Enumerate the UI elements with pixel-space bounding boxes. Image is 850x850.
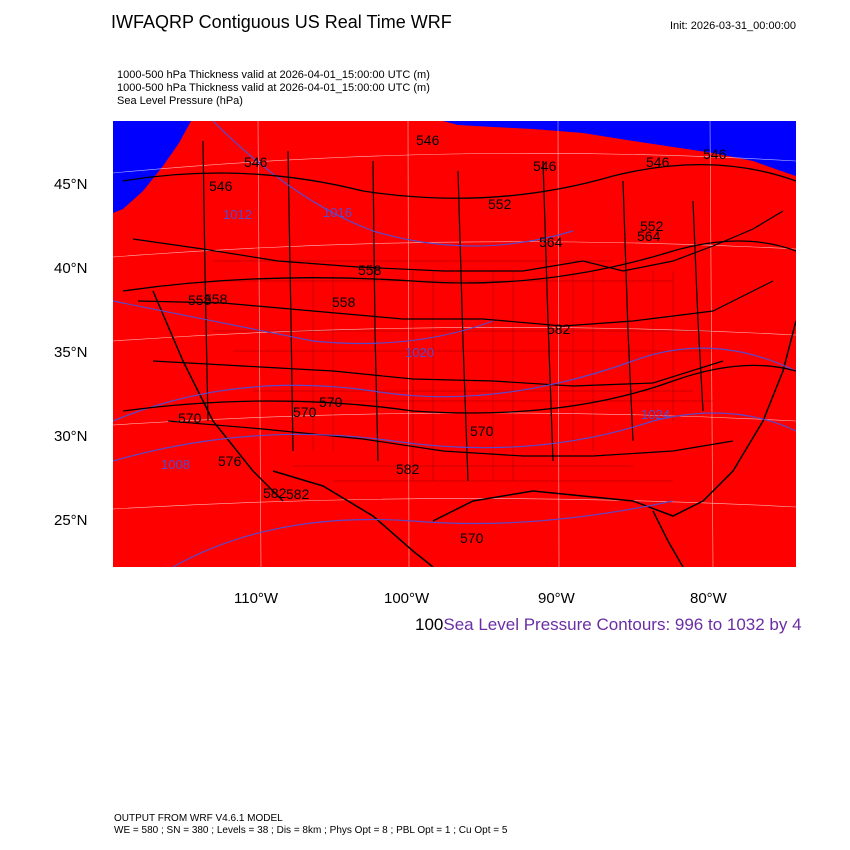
longitude-label-110w: 110°W bbox=[234, 590, 279, 607]
pressure-label-group: 1008 1012 1016 1020 1024 bbox=[161, 205, 670, 472]
thickness-label: 570 bbox=[178, 410, 202, 426]
longitude-label-90w: 90°W bbox=[538, 590, 575, 607]
thickness-label: 564 bbox=[637, 228, 661, 244]
contour-prefix: 100 bbox=[415, 615, 444, 634]
model-info-title: OUTPUT FROM WRF V4.6.1 MODEL bbox=[114, 813, 283, 824]
thickness-label: 558 bbox=[204, 291, 228, 307]
subtitle-thickness-2: 1000-500 hPa Thickness valid at 2026-04-… bbox=[117, 82, 430, 94]
thickness-label: 570 bbox=[319, 394, 343, 410]
thickness-label: 558 bbox=[188, 292, 212, 308]
init-time: Init: 2026-03-31_00:00:00 bbox=[670, 20, 796, 32]
pressure-label: 1024 bbox=[641, 407, 670, 422]
thickness-fill bbox=[113, 121, 796, 567]
low-thickness-region-northwest bbox=[113, 121, 191, 213]
thickness-label: 582 bbox=[263, 485, 287, 501]
pressure-label: 1020 bbox=[405, 345, 434, 360]
thickness-label: 546 bbox=[209, 178, 233, 194]
thickness-label: 546 bbox=[244, 154, 268, 170]
thickness-label: 576 bbox=[218, 453, 242, 469]
latitude-label-45: 45°N bbox=[54, 176, 88, 193]
thickness-label: 546 bbox=[533, 158, 557, 174]
thickness-label: 558 bbox=[332, 294, 356, 310]
pressure-label: 1012 bbox=[223, 207, 252, 222]
subtitle-pressure: Sea Level Pressure (hPa) bbox=[117, 95, 243, 107]
thickness-label: 582 bbox=[396, 461, 420, 477]
longitude-label-80w: 80°W bbox=[690, 590, 727, 607]
thickness-label: 582 bbox=[286, 486, 310, 502]
thickness-label: 558 bbox=[358, 262, 382, 278]
map-title: IWFAQRP Contiguous US Real Time WRF bbox=[111, 12, 452, 32]
thickness-label: 546 bbox=[703, 146, 727, 162]
thickness-contours bbox=[122, 164, 797, 414]
thickness-label: 546 bbox=[646, 154, 670, 170]
pressure-label: 1008 bbox=[161, 457, 190, 472]
latitude-label-40: 40°N bbox=[54, 260, 88, 277]
thickness-label: 552 bbox=[640, 218, 664, 234]
contour-description: Sea Level Pressure Contours: 996 to 1032… bbox=[443, 615, 802, 634]
thickness-label: 564 bbox=[539, 234, 563, 250]
subtitle-thickness-1: 1000-500 hPa Thickness valid at 2026-04-… bbox=[117, 69, 430, 81]
thickness-label: 546 bbox=[416, 132, 440, 148]
thickness-label: 582 bbox=[547, 321, 571, 337]
thickness-label: 570 bbox=[470, 423, 494, 439]
thickness-label: 570 bbox=[293, 404, 317, 420]
thickness-label: 570 bbox=[460, 530, 484, 546]
pressure-label: 1016 bbox=[323, 205, 352, 220]
model-info-details: WE = 580 ; SN = 380 ; Levels = 38 ; Dis … bbox=[114, 825, 508, 836]
latitude-label-30: 30°N bbox=[54, 428, 88, 445]
low-thickness-region-northeast bbox=[443, 121, 796, 176]
map-panel: 546 546 546 546 546 546 552 552 558 558 558 558 564 5… bbox=[112, 120, 797, 568]
contour-info: 100Sea Level Pressure Contours: 996 to 1… bbox=[415, 615, 802, 635]
low-thickness-region-ne-corner bbox=[768, 121, 796, 151]
longitude-label-100w: 100°W bbox=[384, 590, 430, 607]
graticule bbox=[112, 120, 797, 568]
latitude-label-35: 35°N bbox=[54, 344, 88, 361]
sea-level-pressure-isobars bbox=[112, 120, 797, 568]
thickness-label: 552 bbox=[488, 196, 512, 212]
latitude-label-25: 25°N bbox=[54, 512, 88, 529]
